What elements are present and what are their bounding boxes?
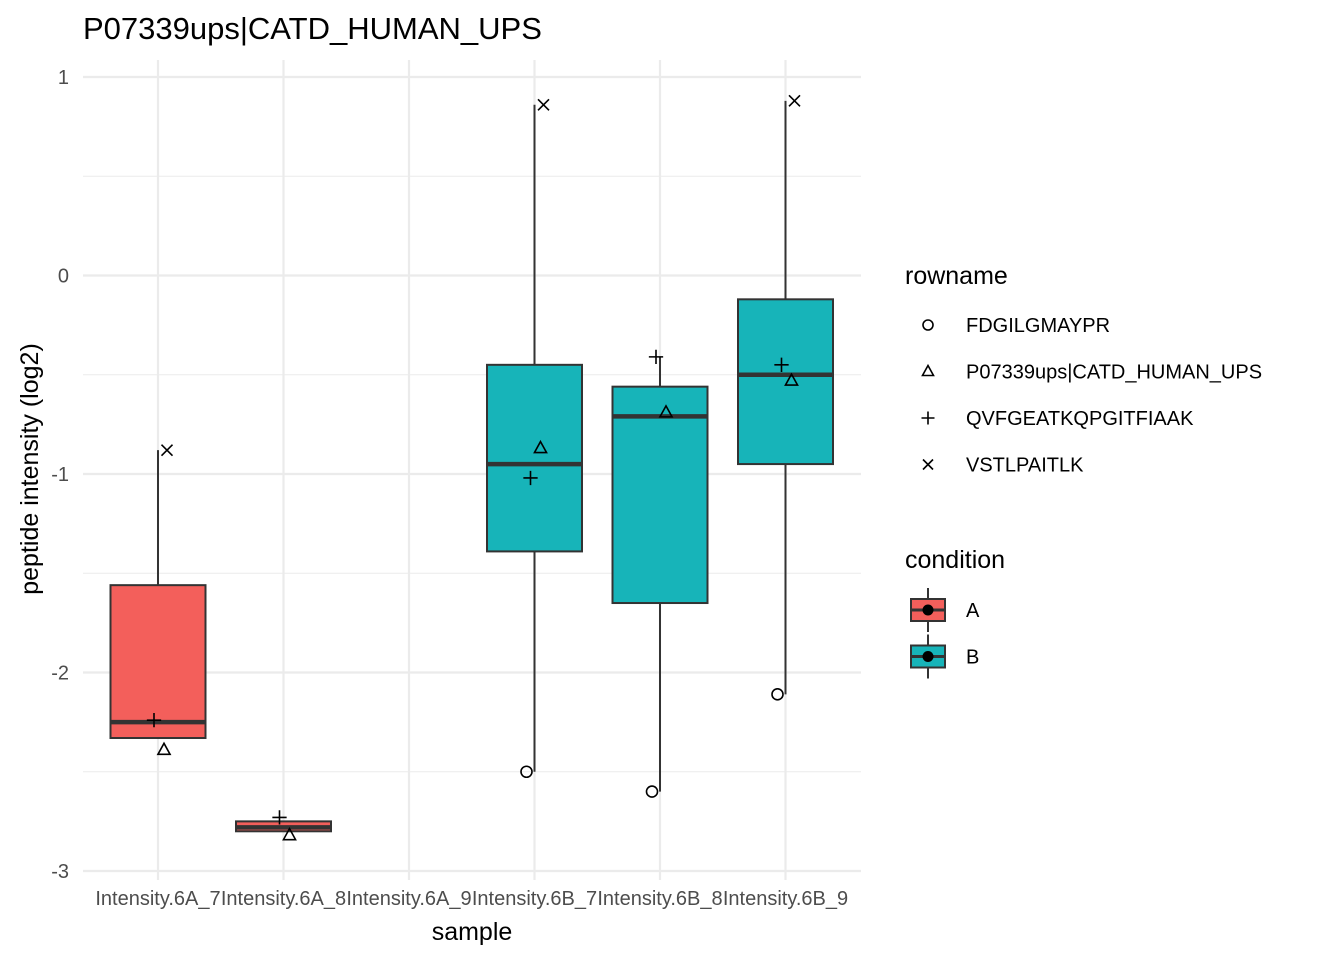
legend-label: FDGILGMAYPR — [966, 315, 1110, 337]
x-tick-labels: Intensity.6A_7 Intensity.6A_8 Intensity.6A… — [95, 888, 848, 910]
legend-item: A — [910, 588, 980, 632]
box-rect — [109, 584, 207, 740]
legend-title-condition: condition — [905, 546, 1005, 574]
point-triangle — [784, 372, 799, 386]
legend-item: B — [910, 634, 979, 679]
chart-title: P07339ups|CATD_HUMAN_UPS — [83, 11, 542, 46]
legend-label: P07339ups|CATD_HUMAN_UPS — [966, 362, 1262, 384]
point-plus — [774, 357, 789, 372]
x-tick-label: Intensity.6A_9 — [346, 888, 471, 910]
point-cross — [160, 444, 174, 457]
legend-key-dot — [922, 651, 934, 662]
legend-label: A — [966, 600, 980, 622]
point-plus — [146, 712, 162, 728]
box-Intensity.6B_7 — [486, 104, 583, 772]
legend-item: P07339ups|CATD_HUMAN_UPS — [921, 362, 1262, 384]
x-tick-label: Intensity.6B_7 — [472, 888, 597, 910]
point-circle — [520, 765, 533, 779]
legend-label: B — [966, 647, 979, 669]
point-triangle — [156, 741, 172, 756]
point-circle — [771, 688, 784, 701]
point-triangle — [282, 827, 297, 841]
box-Intensity.6B_8 — [611, 356, 709, 792]
y-tick-label: 0 — [58, 266, 69, 288]
y-axis-title: peptide intensity (log2) — [16, 343, 44, 595]
y-tick-label: -2 — [51, 663, 69, 685]
legend-item: QVFGEATKQPGITFIAAK — [921, 408, 1194, 430]
legend-key-plus — [921, 411, 935, 425]
grid-lines — [83, 60, 861, 880]
legend-label: VSTLPAITLK — [966, 455, 1084, 477]
legend: rowname FDGILGMAYPR P07339ups|CATD_HUMAN_U… — [905, 262, 1262, 679]
data-points — [146, 94, 801, 841]
legend-item: VSTLPAITLK — [922, 455, 1084, 477]
box-rect — [737, 298, 834, 466]
x-tick-label: Intensity.6A_8 — [221, 888, 346, 910]
legend-label: QVFGEATKQPGITFIAAK — [966, 408, 1194, 430]
y-tick-label: -3 — [51, 861, 69, 883]
point-triangle — [658, 404, 674, 418]
y-tick-label: -1 — [51, 464, 69, 486]
x-tick-label: Intensity.6B_8 — [597, 888, 722, 910]
point-plus — [272, 810, 287, 825]
boxes — [109, 100, 834, 833]
legend-title-rowname: rowname — [905, 262, 1008, 290]
legend-item: FDGILGMAYPR — [922, 315, 1110, 337]
box-Intensity.6B_9 — [737, 100, 834, 695]
point-cross — [537, 98, 550, 111]
point-circle — [645, 785, 659, 798]
legend-key-circle — [922, 319, 934, 331]
point-plus — [523, 470, 538, 486]
point-cross — [788, 94, 801, 107]
x-tick-label: Intensity.6A_7 — [95, 888, 220, 910]
box-rect — [611, 385, 709, 605]
legend-key-cross — [922, 458, 934, 471]
box-rect — [486, 363, 583, 553]
point-triangle — [533, 439, 548, 454]
box-Intensity.6A_8 — [235, 820, 332, 833]
box-Intensity.6A_7 — [109, 450, 207, 740]
point-plus — [648, 349, 664, 365]
legend-key-triangle — [921, 363, 935, 377]
legend-key-dot — [922, 604, 934, 616]
x-axis-title: sample — [432, 918, 513, 946]
y-tick-label: 1 — [58, 67, 69, 89]
x-tick-label: Intensity.6B_9 — [723, 888, 848, 910]
y-tick-labels: -3 -2 -1 0 1 — [51, 67, 69, 883]
